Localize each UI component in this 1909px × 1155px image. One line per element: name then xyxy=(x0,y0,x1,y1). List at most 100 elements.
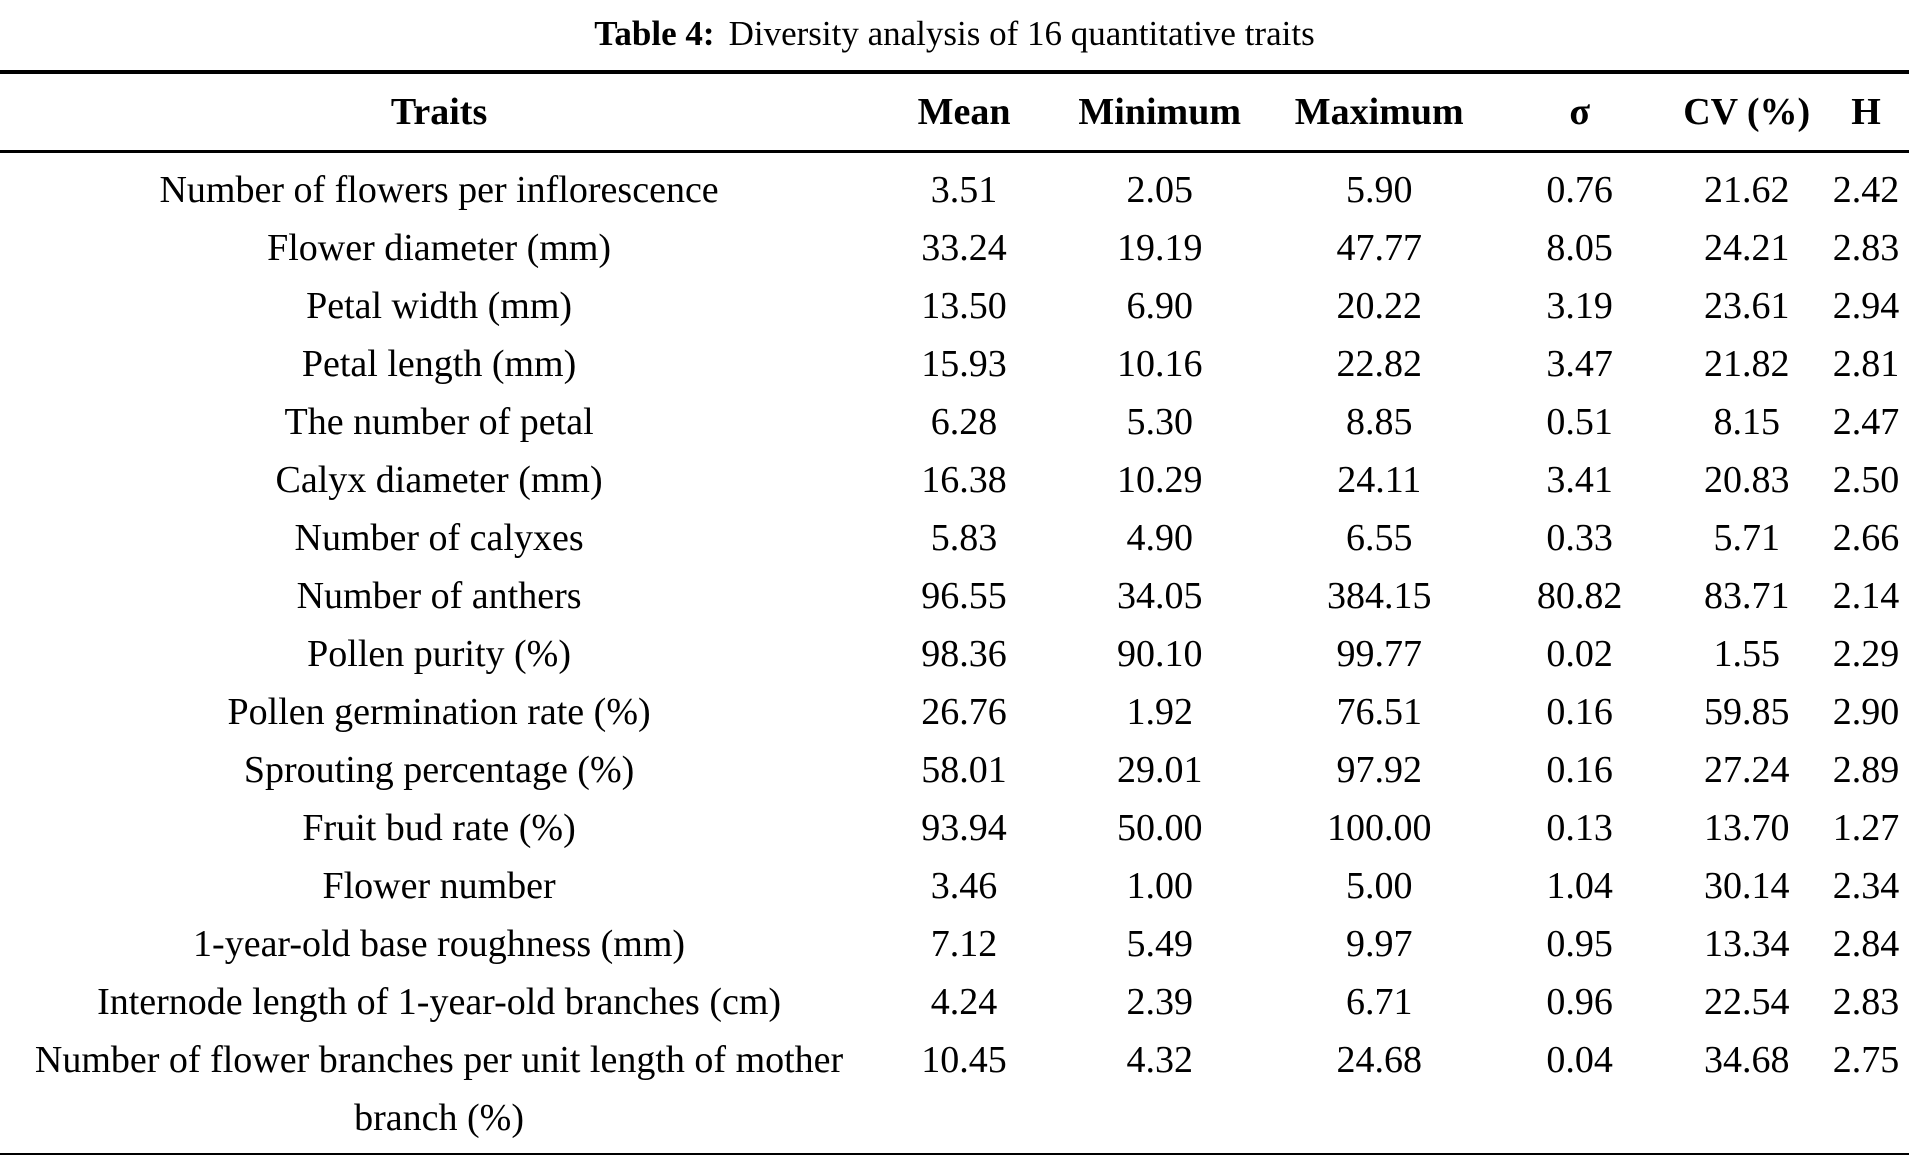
maximum-cell: 76.51 xyxy=(1336,691,1422,733)
sigma-cell: 0.76 xyxy=(1546,169,1613,211)
sigma-cell: 3.19 xyxy=(1546,285,1613,327)
trait-cell: Pollen purity (%) xyxy=(307,633,571,675)
table-row: Internode length of 1-year-old branches … xyxy=(0,973,1909,1031)
cv-cell: 24.21 xyxy=(1703,227,1790,269)
cv-cell: 21.62 xyxy=(1703,169,1790,211)
mean-cell: 10.45 xyxy=(921,1039,1007,1081)
table-row: Number of anthers 96.55 34.05 384.15 80.… xyxy=(0,567,1909,625)
mean-cell: 96.55 xyxy=(921,575,1007,617)
maximum-cell: 99.77 xyxy=(1336,633,1422,675)
h-cell: 1.27 xyxy=(1832,807,1900,849)
cv-cell: 30.14 xyxy=(1703,865,1790,907)
cv-cell: 23.61 xyxy=(1703,285,1790,327)
trait-cell: Calyx diameter (mm) xyxy=(275,459,603,501)
trait-cell: Fruit bud rate (%) xyxy=(302,807,576,849)
h-cell: 2.90 xyxy=(1832,691,1900,733)
minimum-cell: 90.10 xyxy=(1116,633,1203,675)
maximum-cell: 8.85 xyxy=(1345,401,1413,443)
cv-cell: 13.70 xyxy=(1703,807,1790,849)
maximum-cell: 6.55 xyxy=(1345,517,1413,559)
cv-cell: 13.34 xyxy=(1703,923,1790,965)
h-cell: 2.89 xyxy=(1832,749,1900,791)
table-row: Fruit bud rate (%) 93.94 50.00 100.00 0.… xyxy=(0,799,1909,857)
table-row: Flower number 3.46 1.00 5.00 1.04 30.14 … xyxy=(0,857,1909,915)
maximum-cell: 20.22 xyxy=(1336,285,1422,327)
cv-cell: 21.82 xyxy=(1703,343,1790,385)
minimum-cell: 4.32 xyxy=(1126,1039,1193,1081)
cv-cell: 5.71 xyxy=(1713,517,1780,559)
table-row: Petal width (mm) 13.50 6.90 20.22 3.19 2… xyxy=(0,277,1909,335)
minimum-cell: 6.90 xyxy=(1126,285,1193,327)
minimum-cell: 10.16 xyxy=(1116,343,1203,385)
sigma-cell: 8.05 xyxy=(1546,227,1613,269)
sigma-cell: 3.47 xyxy=(1546,343,1613,385)
minimum-cell: 5.49 xyxy=(1126,923,1193,965)
h-cell: 2.84 xyxy=(1832,923,1900,965)
column-header-sigma: σ xyxy=(1489,72,1671,153)
maximum-cell: 5.90 xyxy=(1345,169,1413,211)
sigma-cell: 80.82 xyxy=(1536,575,1623,617)
h-cell: 2.81 xyxy=(1832,343,1900,385)
cv-cell: 59.85 xyxy=(1703,691,1790,733)
mean-cell: 4.24 xyxy=(930,981,998,1023)
mean-cell: 16.38 xyxy=(921,459,1007,501)
mean-cell: 93.94 xyxy=(921,807,1007,849)
maximum-cell: 100.00 xyxy=(1326,807,1432,849)
maximum-cell: 5.00 xyxy=(1345,865,1413,907)
cv-cell: 27.24 xyxy=(1703,749,1790,791)
trait-cell: Number of calyxes xyxy=(294,517,584,559)
table-row: Number of calyxes 5.83 4.90 6.55 0.33 5.… xyxy=(0,509,1909,567)
minimum-cell: 4.90 xyxy=(1126,517,1193,559)
trait-cell: Pollen germination rate (%) xyxy=(227,691,651,733)
h-cell: 2.42 xyxy=(1832,169,1900,211)
minimum-cell: 1.00 xyxy=(1126,865,1193,907)
maximum-cell: 47.77 xyxy=(1336,227,1422,269)
table-row: The number of petal 6.28 5.30 8.85 0.51 … xyxy=(0,393,1909,451)
column-header-mean: Mean xyxy=(878,72,1050,153)
table-row: Flower diameter (mm) 33.24 19.19 47.77 8… xyxy=(0,219,1909,277)
trait-cell: Number of flowers per inflorescence xyxy=(159,169,719,211)
h-cell: 2.29 xyxy=(1832,633,1900,675)
minimum-cell: 50.00 xyxy=(1116,807,1203,849)
minimum-cell: 34.05 xyxy=(1116,575,1203,617)
minimum-cell: 19.19 xyxy=(1116,227,1203,269)
trait-cell: The number of petal xyxy=(284,401,594,443)
mean-cell: 5.83 xyxy=(930,517,998,559)
trait-cell: Flower number xyxy=(322,865,556,907)
table-row: Number of flower branches per unit lengt… xyxy=(0,1031,1909,1155)
minimum-cell: 2.05 xyxy=(1126,169,1193,211)
mean-cell: 26.76 xyxy=(921,691,1007,733)
mean-cell: 58.01 xyxy=(921,749,1007,791)
minimum-cell: 5.30 xyxy=(1126,401,1193,443)
h-cell: 2.75 xyxy=(1832,1039,1900,1081)
cv-cell: 8.15 xyxy=(1713,401,1780,443)
sigma-cell: 0.16 xyxy=(1546,691,1613,733)
maximum-cell: 384.15 xyxy=(1326,575,1432,617)
h-cell: 2.14 xyxy=(1832,575,1900,617)
sigma-cell: 0.33 xyxy=(1546,517,1613,559)
maximum-cell: 24.11 xyxy=(1337,459,1422,501)
table-caption: Table 4: Diversity analysis of 16 quantit… xyxy=(0,0,1909,56)
cv-cell: 34.68 xyxy=(1703,1039,1790,1081)
sigma-cell: 0.16 xyxy=(1546,749,1613,791)
trait-cell: Petal width (mm) xyxy=(306,285,573,327)
h-cell: 2.83 xyxy=(1832,227,1900,269)
sigma-cell: 0.13 xyxy=(1546,807,1613,849)
cv-cell: 83.71 xyxy=(1703,575,1790,617)
table-row: 1-year-old base roughness (mm) 7.12 5.49… xyxy=(0,915,1909,973)
cv-cell: 22.54 xyxy=(1703,981,1790,1023)
mean-cell: 33.24 xyxy=(921,227,1007,269)
table-row: Pollen germination rate (%) 26.76 1.92 7… xyxy=(0,683,1909,741)
minimum-cell: 10.29 xyxy=(1116,459,1203,501)
maximum-cell: 6.71 xyxy=(1345,981,1413,1023)
h-cell: 2.66 xyxy=(1832,517,1900,559)
sigma-cell: 1.04 xyxy=(1546,865,1613,907)
h-cell: 2.94 xyxy=(1832,285,1900,327)
maximum-cell: 22.82 xyxy=(1336,343,1422,385)
minimum-cell: 2.39 xyxy=(1126,981,1193,1023)
h-cell: 2.83 xyxy=(1832,981,1900,1023)
minimum-cell: 29.01 xyxy=(1116,749,1203,791)
sigma-cell: 0.96 xyxy=(1546,981,1613,1023)
table-row: Number of flowers per inflorescence 3.51… xyxy=(0,152,1909,220)
maximum-cell: 97.92 xyxy=(1336,749,1422,791)
